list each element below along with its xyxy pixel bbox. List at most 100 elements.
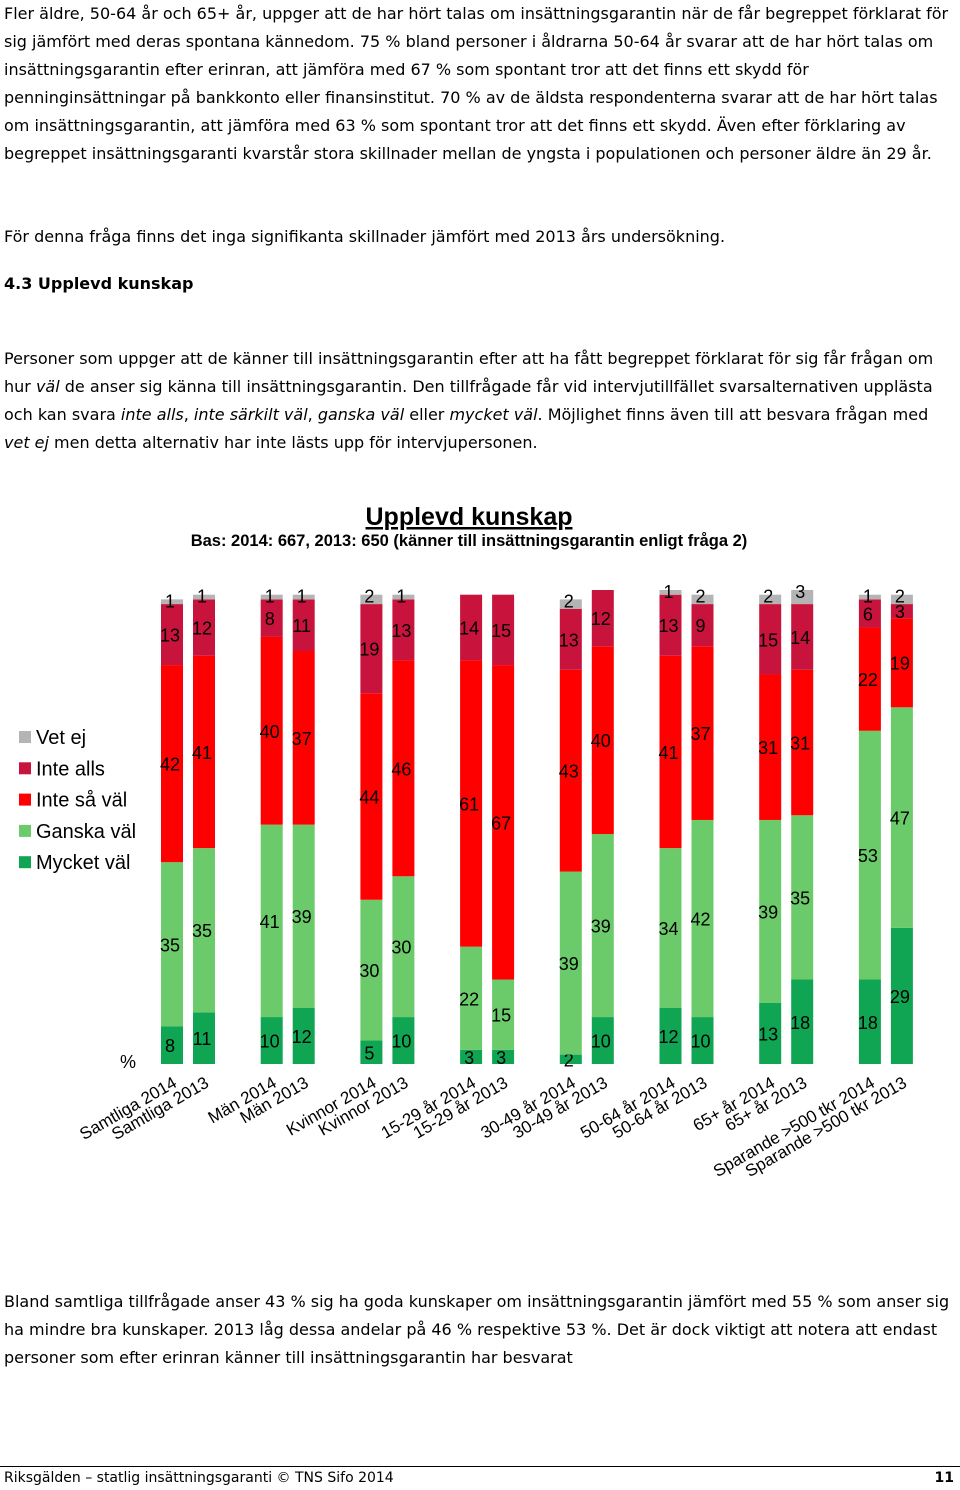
text-run: , (307, 405, 318, 424)
bar-segment (161, 599, 183, 605)
bar-segment (392, 594, 415, 600)
bar-segment (392, 660, 415, 877)
text-run: Personer som uppger att de känner till i… (4, 349, 934, 396)
bar-segment (292, 651, 315, 825)
chart-title: Upplevd kunskap (366, 503, 573, 531)
bar-segment (759, 819, 782, 1003)
bar-segment (791, 979, 814, 1064)
legend-label: Ganska väl (36, 821, 136, 843)
data-label: 1 (396, 587, 406, 607)
bar-segment (492, 665, 515, 980)
data-label: 22 (858, 670, 878, 690)
legend-swatch (19, 731, 31, 743)
bar-segment (890, 604, 913, 619)
legend-swatch (19, 762, 31, 775)
data-label: 10 (591, 1032, 611, 1052)
bar-segment (791, 590, 814, 605)
page-number: 11 (934, 1470, 954, 1486)
axis-label: % (120, 1052, 136, 1072)
bar-segment (292, 594, 315, 600)
data-label: 1 (297, 587, 307, 607)
data-label: 2 (564, 591, 574, 611)
data-label: 11 (292, 616, 311, 636)
data-label: 10 (690, 1032, 710, 1052)
legend-swatch (19, 824, 31, 837)
data-label: 3 (795, 582, 805, 602)
bar-segment (492, 594, 515, 666)
data-label: 35 (160, 935, 180, 955)
bar-segment (392, 1017, 415, 1064)
data-label: 22 (459, 989, 479, 1009)
data-label: 13 (391, 621, 411, 641)
data-label: 61 (459, 795, 479, 815)
data-label: 10 (391, 1032, 411, 1052)
bar-segment (559, 871, 582, 1055)
data-label: 3 (895, 602, 905, 622)
data-label: 67 (491, 813, 511, 833)
data-label: 29 (890, 987, 910, 1007)
data-label: 13 (160, 626, 180, 646)
text-run: men detta alternativ har inte lästs upp … (48, 433, 538, 452)
data-label: 8 (265, 609, 275, 629)
chart: Upplevd kunskap Bas: 2014: 667, 2013: 65… (19, 503, 913, 1181)
bar-segment (591, 590, 614, 647)
bar-segment (858, 599, 881, 628)
bar-segment (691, 646, 714, 820)
data-label: 39 (559, 954, 579, 974)
data-label: 42 (690, 910, 710, 930)
chart-subtitle: Bas: 2014: 667, 2013: 650 (känner till i… (191, 532, 748, 550)
bar-segment (360, 899, 383, 1041)
data-label: 53 (858, 846, 878, 866)
data-label: 19 (359, 640, 379, 660)
data-label: 1 (165, 591, 175, 611)
data-label: 8 (165, 1036, 175, 1056)
text-run: de anser sig känna till insättningsgaran… (4, 377, 933, 424)
bar-segment (759, 604, 782, 675)
data-label: 9 (695, 616, 705, 636)
data-label: 44 (359, 787, 379, 807)
data-label: 35 (790, 888, 810, 908)
text-run: vet ej (4, 433, 49, 452)
bar-segment (858, 627, 881, 731)
bar-segment (659, 655, 682, 849)
bar-segment (161, 665, 183, 863)
data-label: 14 (790, 628, 810, 648)
bar-segment (559, 1054, 582, 1064)
bar-segment (193, 599, 215, 656)
bar-segment (260, 824, 283, 1018)
data-label: 11 (193, 1029, 212, 1049)
bar-segment (360, 594, 383, 605)
bar-segment (460, 1049, 483, 1064)
data-label: 2 (564, 1050, 574, 1070)
bar-segment (890, 927, 913, 1064)
text-run: inte särkilt väl (193, 405, 308, 424)
data-label: 46 (391, 759, 411, 779)
data-label: 2 (763, 587, 773, 607)
bar-segment (193, 848, 215, 1013)
bar-segment (193, 1012, 215, 1064)
data-label: 15 (758, 630, 778, 650)
data-label: 1 (197, 587, 207, 607)
bar-segment (492, 1049, 515, 1064)
data-label: 43 (559, 762, 579, 782)
data-label: 1 (663, 582, 673, 602)
bar-segment (460, 946, 483, 1050)
bar-segment (161, 862, 183, 1027)
bar-segment (858, 730, 881, 980)
bar-segment (759, 594, 782, 605)
bar-segment (890, 707, 913, 928)
data-label: 5 (364, 1043, 374, 1063)
bar-segment (691, 604, 714, 647)
bar-segment (791, 604, 814, 670)
bar-segment (858, 594, 881, 600)
bar-segment (759, 1002, 782, 1064)
data-label: 40 (260, 722, 280, 742)
data-label: 13 (559, 630, 579, 650)
bar-segment (858, 979, 881, 1064)
bar-segment (460, 660, 483, 947)
legend-label: Vet ej (36, 727, 86, 749)
bar-segment (360, 604, 383, 694)
text-run: mycket väl (449, 405, 538, 424)
data-label: 14 (459, 619, 479, 639)
